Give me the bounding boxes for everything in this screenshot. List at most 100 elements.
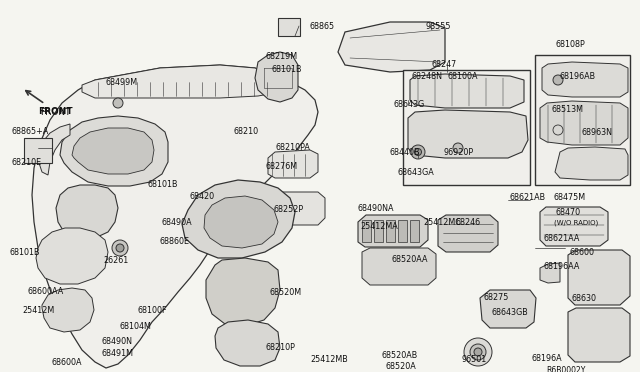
Text: 25412M: 25412M — [22, 306, 54, 315]
Circle shape — [453, 143, 463, 153]
Text: 68104M: 68104M — [120, 322, 152, 331]
Polygon shape — [82, 65, 280, 98]
Polygon shape — [362, 248, 436, 285]
Text: 68196AB: 68196AB — [560, 72, 596, 81]
Polygon shape — [568, 308, 630, 362]
Text: 68643G: 68643G — [393, 100, 424, 109]
Text: 68643GA: 68643GA — [398, 168, 435, 177]
Text: 68865: 68865 — [310, 22, 335, 31]
Text: 68420: 68420 — [189, 192, 214, 201]
Text: 68246: 68246 — [455, 218, 480, 227]
Text: 68490A: 68490A — [162, 218, 193, 227]
Bar — [374, 220, 383, 242]
Polygon shape — [540, 207, 608, 246]
Bar — [398, 220, 407, 242]
Text: 68865+A: 68865+A — [12, 127, 49, 136]
Polygon shape — [358, 215, 428, 247]
Text: 68490N: 68490N — [101, 337, 132, 346]
Polygon shape — [182, 180, 295, 258]
Text: 68490NA: 68490NA — [358, 204, 394, 213]
Text: 68101B: 68101B — [147, 180, 177, 189]
Text: 68100A: 68100A — [447, 72, 477, 81]
Text: 96501: 96501 — [462, 355, 487, 364]
Polygon shape — [72, 128, 154, 174]
Text: 96920P: 96920P — [443, 148, 473, 157]
Polygon shape — [36, 228, 108, 284]
Text: 68860E: 68860E — [160, 237, 190, 246]
Text: 68643GB: 68643GB — [491, 308, 528, 317]
Text: 68520AB: 68520AB — [382, 351, 419, 360]
Polygon shape — [32, 65, 318, 368]
Polygon shape — [438, 215, 498, 252]
Polygon shape — [204, 196, 278, 248]
Polygon shape — [42, 288, 94, 332]
Polygon shape — [38, 124, 70, 175]
Text: 68520M: 68520M — [270, 288, 302, 297]
Text: 68520A: 68520A — [385, 362, 416, 371]
Text: 68247: 68247 — [432, 60, 457, 69]
Polygon shape — [540, 263, 560, 283]
Polygon shape — [540, 101, 628, 145]
Circle shape — [415, 148, 422, 155]
Polygon shape — [568, 250, 630, 305]
Circle shape — [470, 344, 486, 360]
Text: 26261: 26261 — [103, 256, 128, 265]
Polygon shape — [60, 116, 168, 186]
Text: 25412MA: 25412MA — [360, 222, 397, 231]
Polygon shape — [56, 185, 118, 238]
Circle shape — [113, 98, 123, 108]
Text: 68621AA: 68621AA — [543, 234, 579, 243]
Polygon shape — [270, 192, 325, 225]
Bar — [24, 138, 52, 163]
Text: 68440B: 68440B — [389, 148, 419, 157]
Bar — [410, 220, 419, 242]
Circle shape — [474, 348, 482, 356]
Text: 68600: 68600 — [570, 248, 595, 257]
Text: 68276M: 68276M — [265, 162, 297, 171]
Polygon shape — [542, 62, 628, 97]
Text: 68210P: 68210P — [266, 343, 296, 352]
Text: 68101B: 68101B — [10, 248, 40, 257]
Bar — [386, 220, 395, 242]
Text: 68210: 68210 — [234, 127, 259, 136]
Text: 68600A: 68600A — [52, 358, 83, 367]
Bar — [362, 220, 371, 242]
Text: 68470: 68470 — [555, 208, 580, 217]
Text: 68100F: 68100F — [138, 306, 168, 315]
Polygon shape — [215, 320, 280, 366]
Polygon shape — [206, 258, 280, 326]
Polygon shape — [255, 52, 298, 102]
Bar — [278, 18, 300, 36]
Circle shape — [553, 75, 563, 85]
Text: 68520AA: 68520AA — [392, 255, 429, 264]
Text: 68252P: 68252P — [274, 205, 304, 214]
Polygon shape — [480, 290, 536, 328]
Text: 68275: 68275 — [484, 293, 509, 302]
Text: 68196AA: 68196AA — [543, 262, 579, 271]
Circle shape — [464, 338, 492, 366]
Text: 68196A: 68196A — [531, 354, 562, 363]
Polygon shape — [408, 110, 528, 158]
Text: 98555: 98555 — [426, 22, 451, 31]
Text: 68630: 68630 — [572, 294, 597, 303]
Text: 68101B: 68101B — [272, 65, 303, 74]
Polygon shape — [410, 74, 524, 108]
Circle shape — [112, 240, 128, 256]
Text: 25412MB: 25412MB — [310, 355, 348, 364]
Text: 68600AA: 68600AA — [28, 287, 64, 296]
Text: 68963N: 68963N — [582, 128, 613, 137]
Bar — [535, 55, 630, 185]
Polygon shape — [268, 150, 318, 178]
Text: R6B0002Y: R6B0002Y — [546, 366, 586, 372]
Text: 68248N: 68248N — [411, 72, 442, 81]
Text: FRONT: FRONT — [38, 107, 72, 116]
Polygon shape — [555, 147, 628, 180]
Text: 68108P: 68108P — [555, 40, 585, 49]
Text: 68210PA: 68210PA — [275, 143, 310, 152]
Text: 25412MC: 25412MC — [423, 218, 461, 227]
Text: 68499M: 68499M — [105, 78, 137, 87]
Text: 68210E: 68210E — [12, 158, 42, 167]
Text: 68513M: 68513M — [552, 105, 584, 114]
Bar — [403, 70, 530, 185]
Text: 68491M: 68491M — [101, 349, 133, 358]
